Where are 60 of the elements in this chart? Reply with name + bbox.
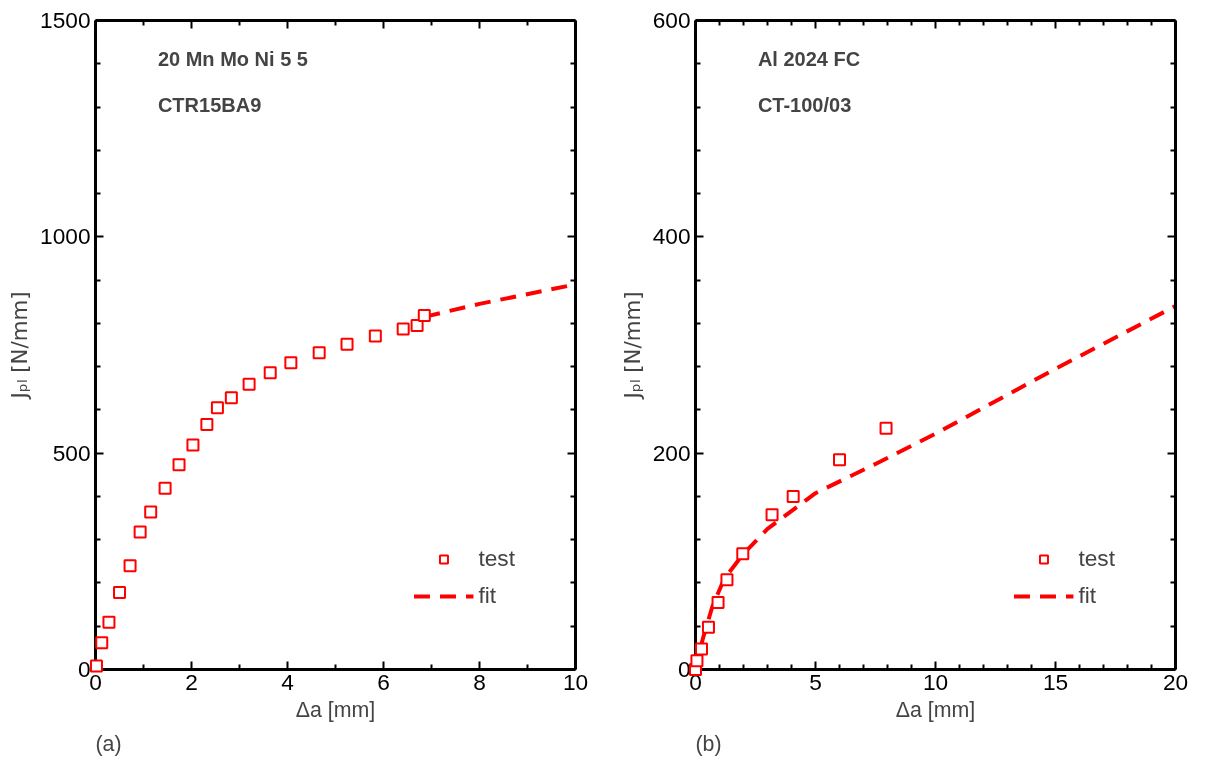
y-tick-label: 200: [652, 439, 691, 466]
point: [102, 615, 116, 629]
point: [720, 573, 734, 587]
point: [833, 453, 846, 467]
text: (b): [695, 731, 722, 756]
point: [879, 421, 893, 435]
point: [224, 391, 238, 405]
point: [123, 559, 137, 573]
x-tick-label: 10: [562, 668, 589, 695]
x-tick-label: 10: [922, 668, 949, 695]
x-axis-title: Δa [mm]: [895, 697, 976, 722]
y-tick-label: 1000: [40, 223, 91, 250]
point: [210, 401, 224, 415]
annotation: CT-100/03: [757, 93, 852, 116]
annotation: CTR15BA9: [157, 93, 262, 116]
y-axis-title: Jₚₗ [N/mm]: [619, 291, 645, 401]
point: [786, 489, 800, 503]
point: [736, 547, 750, 561]
point: [263, 366, 277, 380]
y-tick-label: 400: [652, 223, 691, 250]
point: [410, 319, 424, 333]
point: [312, 346, 326, 360]
point: [186, 438, 200, 452]
annotation: Al 2024 FC: [757, 48, 861, 71]
point: [396, 322, 410, 336]
point: [690, 654, 704, 668]
x-tick-label: 15: [1042, 668, 1069, 695]
text: (a): [95, 731, 122, 756]
annotation: 20 Mn Mo Ni 5 5: [157, 48, 308, 71]
y-tick-label: 500: [52, 439, 91, 466]
x-tick-label: 20: [1162, 668, 1189, 695]
legend-label: test: [478, 545, 515, 572]
point: [368, 329, 382, 343]
point: [340, 337, 354, 351]
x-tick-label: 5: [809, 668, 822, 695]
point: [200, 418, 214, 432]
point: [133, 525, 147, 539]
point: [695, 642, 708, 656]
legend-label: test: [1078, 545, 1115, 572]
x-tick-label: 2: [185, 668, 198, 695]
x-tick-label: 8: [473, 668, 486, 695]
point: [284, 356, 298, 370]
point: [89, 659, 103, 673]
y-tick-label: 1500: [40, 7, 91, 33]
point: [242, 377, 256, 391]
point: [417, 309, 431, 323]
y-axis-title: Jₚₗ [N/mm]: [7, 291, 33, 401]
legend-label: fit: [1078, 582, 1098, 609]
point: [701, 620, 715, 634]
point: [765, 508, 779, 522]
x-axis-title: Δa [mm]: [295, 697, 376, 722]
x-tick-label: 4: [281, 668, 294, 695]
point: [711, 595, 725, 609]
point: [158, 481, 172, 495]
point: [95, 636, 109, 650]
point: [172, 458, 186, 472]
x-tick-label: 6: [377, 668, 390, 695]
point: [144, 505, 158, 519]
y-tick-label: 600: [652, 7, 691, 33]
legend-label: fit: [478, 582, 498, 609]
